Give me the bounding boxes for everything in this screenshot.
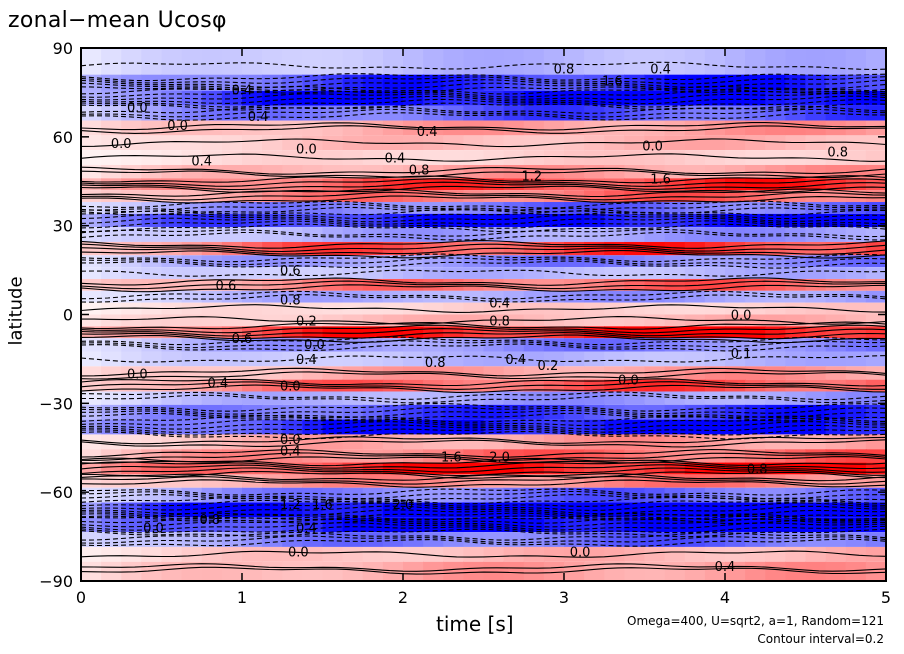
- contour-label: 0.8: [827, 146, 848, 161]
- contour-label: 2.0: [393, 498, 414, 513]
- contour-label: 0.8: [554, 63, 575, 78]
- contour-label: 1.2: [280, 498, 301, 513]
- field-band: [81, 391, 886, 405]
- y-tick-label: −90: [39, 572, 73, 591]
- contour-lines: [81, 61, 886, 575]
- contour-label: 0.1: [731, 347, 752, 362]
- contour-label: 0.4: [280, 445, 301, 460]
- contour-label: 0.8: [489, 314, 510, 329]
- contour-label: 0.2: [538, 359, 559, 374]
- contour-label: 0.4: [296, 353, 317, 368]
- contour-label: 0.4: [489, 297, 510, 312]
- y-tick-label: 90: [53, 39, 73, 58]
- contour-label: 0.0: [731, 309, 752, 324]
- field-band: [81, 351, 886, 367]
- field-band: [81, 404, 886, 420]
- contour-label: 0.0: [618, 374, 639, 389]
- x-tick-label: 2: [398, 588, 408, 607]
- contour-label: 0.6: [232, 332, 253, 347]
- field-band: [81, 449, 886, 463]
- parameters-note: Omega=400, U=sqrt2, a=1, Random=121: [627, 614, 884, 628]
- contour-label: 0.4: [650, 63, 671, 78]
- contour-label: 0.0: [642, 140, 663, 155]
- field-band: [81, 546, 886, 562]
- contour-label: 0.0: [111, 137, 132, 152]
- field-band: [81, 135, 886, 151]
- contour-label: 2.0: [489, 451, 510, 466]
- contour-label: 0.0: [167, 119, 188, 134]
- contour-label: 0.0: [143, 522, 164, 537]
- x-tick-label: 5: [881, 588, 891, 607]
- contour-label: 0.4: [715, 560, 736, 575]
- contour-label: 1.6: [312, 498, 333, 513]
- field-band: [81, 302, 886, 315]
- contour-label: 0.0: [296, 143, 317, 158]
- contour-label: 1.6: [602, 75, 623, 90]
- contour-label: 0.4: [385, 152, 406, 167]
- y-axis-label: latitude: [5, 276, 27, 346]
- field-band: [81, 487, 886, 503]
- field-band: [81, 366, 886, 380]
- x-tick-label: 1: [237, 588, 247, 607]
- contour-label: 0.0: [280, 433, 301, 448]
- contour-labels: 0.8 0.41.60.40.00.40.0 0.40.0 0.00.4 0.40.8 1…: [111, 63, 848, 575]
- axes: 0 1 2 3 4 5 90 60 30 0 −30 −60 −90: [39, 39, 891, 607]
- contour-label: 0.6: [216, 279, 237, 294]
- contour-label: 0.4: [417, 125, 438, 140]
- field-band: [81, 532, 886, 547]
- x-tick-label: 4: [720, 588, 730, 607]
- contour-label: 0.4: [505, 353, 526, 368]
- chart-title: zonal−mean Ucosφ: [8, 8, 227, 33]
- contour-label: 0.0: [288, 545, 309, 560]
- contour-label: 0.8: [425, 356, 446, 371]
- contour-label: 0.0: [304, 338, 325, 353]
- contour-label: 0.4: [208, 377, 229, 392]
- y-tick-label: −60: [39, 483, 73, 502]
- field-band: [81, 267, 886, 279]
- x-tick-label: 0: [76, 588, 86, 607]
- y-tick-label: 30: [53, 217, 73, 236]
- field-band: [81, 48, 886, 75]
- field-band: [81, 150, 886, 165]
- contour-label: 0.4: [296, 522, 317, 537]
- y-tick-label: 0: [63, 306, 73, 325]
- field-band: [81, 227, 886, 242]
- x-axis-label: time [s]: [436, 612, 514, 636]
- contour-label: 0.4: [191, 155, 212, 170]
- contour-label: 0.8: [199, 513, 220, 528]
- contour-label: 1.6: [441, 451, 462, 466]
- contour-label: 0.0: [570, 545, 591, 560]
- contour-label: 1.6: [650, 172, 671, 187]
- contour-label: 0.8: [280, 294, 301, 309]
- field-band: [81, 561, 886, 581]
- y-tick-label: −30: [39, 394, 73, 413]
- contour-label: 0.2: [296, 314, 317, 329]
- y-tick-label: 60: [53, 128, 73, 147]
- contour-label: 0.0: [127, 101, 148, 116]
- contour-label: 0.0: [127, 368, 148, 383]
- contour-label: 0.6: [280, 264, 301, 279]
- contour-label: 0.8: [747, 462, 768, 477]
- contour-label: 0.4: [232, 83, 253, 98]
- contour-label: 0.8: [409, 163, 430, 178]
- contour-label: 0.4: [248, 110, 269, 125]
- contour-field: [81, 48, 886, 581]
- x-tick-label: 3: [559, 588, 569, 607]
- contour-label: 1.2: [521, 169, 542, 184]
- contour-label: 0.0: [280, 380, 301, 395]
- contour-interval-note: Contour interval=0.2: [757, 632, 884, 646]
